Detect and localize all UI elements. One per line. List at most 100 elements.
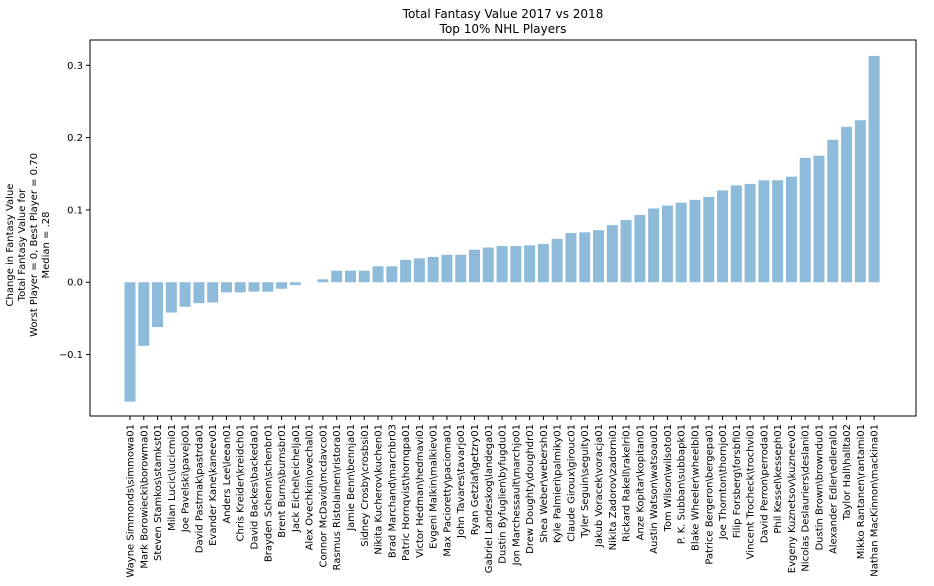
- x-tick-label: Alexander Edler\edleral01: [828, 424, 839, 554]
- x-tick-label: Brayden Schenn\schenbr01: [263, 424, 274, 562]
- y-axis-label-line-1: Change in Fantasy Value: [5, 184, 16, 307]
- y-tick-label: 0.2: [67, 133, 83, 144]
- x-tick-label: Evgeny Kuznetsov\kuzneev01: [787, 424, 798, 573]
- bar: [372, 266, 384, 283]
- x-tick-label: Steven Stamkos\stamkst01: [153, 424, 164, 561]
- bar: [730, 185, 742, 283]
- y-axis-label-line-2: Total Fantasy Value for: [17, 188, 28, 302]
- x-tick-label: Joe Thornton\thornjo01: [718, 424, 729, 540]
- y-axis-label-line-3: Worst Player = 0, Best Player = 0.70: [29, 153, 40, 337]
- chart-title: Total Fantasy Value 2017 vs 2018: [402, 7, 604, 21]
- x-tick-label: Anze Kopitar\kopitan01: [635, 424, 646, 540]
- bar: [524, 245, 536, 283]
- x-tick-label: Shea Weber\webersh01: [539, 424, 550, 543]
- bar: [744, 183, 756, 283]
- x-tick-label: Taylor Hall\hallta02: [842, 424, 853, 521]
- bar: [841, 126, 853, 283]
- bar: [703, 196, 715, 283]
- bar: [455, 254, 467, 283]
- x-tick-label: David Pastrnak\pastrda01: [194, 424, 205, 553]
- bar: [854, 120, 866, 283]
- bar: [675, 202, 687, 283]
- x-tick-label: Blake Wheeler\wheelbl01: [690, 424, 701, 551]
- x-tick-label: Patrice Bergeron\bergepa01: [704, 424, 715, 565]
- bar: [344, 270, 356, 283]
- bar: [717, 190, 729, 283]
- bar: [193, 282, 205, 304]
- x-tick-label: Vincent Trocheck\trochvi01: [746, 424, 757, 559]
- x-tick-label: Filip Forsberg\forsbfi01: [732, 424, 743, 538]
- x-tick-label: Nikita Zadorov\zadorni01: [608, 424, 619, 550]
- y-ticks: −0.1 0.0 0.1 0.2 0.3: [59, 61, 90, 361]
- bar: [469, 249, 480, 283]
- y-axis-label: Change in Fantasy Value Total Fantasy Va…: [5, 153, 52, 337]
- x-tick-label: Brad Marchand\marchbr03: [387, 424, 398, 558]
- bar: [648, 208, 660, 283]
- y-tick-label: 0.0: [67, 278, 83, 289]
- bar: [427, 256, 439, 283]
- x-ticks: Wayne Simmonds\simmowa01 Mark Borowiecki\…: [126, 416, 881, 578]
- y-axis-label-line-4: Median = .28: [41, 211, 52, 278]
- x-tick-label: Evander Kane\kaneev01: [208, 424, 219, 546]
- bar: [661, 205, 673, 283]
- bar: [276, 282, 288, 289]
- x-tick-label: Tyler Seguin\seguity01: [580, 424, 591, 539]
- plot-frame: [89, 39, 917, 417]
- bar: [248, 282, 260, 292]
- bar: [138, 282, 150, 346]
- x-tick-label: John Tavares\tavarjo01: [456, 424, 467, 539]
- x-tick-label: Patric Hornqvist\hornqpa01: [401, 424, 412, 561]
- bar: [289, 282, 301, 286]
- y-tick-label: 0.3: [67, 61, 83, 72]
- bar: [565, 233, 577, 283]
- x-tick-label: Phil Kessel\kesseph01: [773, 424, 784, 534]
- x-tick-label: Dustin Brown\browndu01: [815, 424, 826, 551]
- x-tick-label: Kyle Palmieri\palmiky01: [553, 424, 564, 543]
- bar: [124, 282, 136, 402]
- x-tick-label: Tom Wilson\wilsoto01: [663, 424, 674, 533]
- x-tick-label: Nathan MacKinnon\mackina01: [870, 424, 881, 577]
- bar: [799, 157, 811, 283]
- x-tick-label: Rickard Rakell\rakelri01: [622, 424, 633, 542]
- x-tick-label: Claude Giroux\girouc01: [566, 424, 577, 542]
- x-tick-label: P. K. Subban\subbapk01: [677, 424, 688, 544]
- x-tick-label: David Backes\backeda01: [250, 424, 261, 549]
- bar: [606, 225, 618, 283]
- y-tick-label: −0.1: [59, 350, 83, 361]
- bar: [510, 246, 522, 283]
- x-tick-label: Victor Hedman\hedmavi01: [415, 424, 426, 558]
- x-tick-label: Jamie Benn\bennja01: [346, 424, 357, 532]
- bar: [537, 243, 549, 283]
- bars: [124, 55, 880, 402]
- x-tick-label: Jakub Voracek\voracja01: [594, 424, 605, 548]
- bar: [579, 232, 591, 283]
- bar: [413, 258, 425, 283]
- x-tick-label: Connor McDavid\mcdavco01: [318, 424, 329, 568]
- x-tick-label: Gabriel Landeskog\landega01: [484, 424, 495, 573]
- bar: [400, 259, 412, 283]
- bar: [331, 270, 343, 283]
- x-tick-label: Ryan Getzlaf\getzry01: [470, 424, 481, 535]
- x-tick-label: Mikko Rantanen\rantami01: [856, 424, 867, 559]
- bar: [620, 220, 632, 283]
- x-tick-label: Milan Lucic\lucicmi01: [167, 424, 178, 531]
- bar: [827, 139, 839, 283]
- chart-subtitle: Top 10% NHL Players: [439, 22, 567, 36]
- x-tick-label: Evgeni Malkin\malkiev01: [429, 424, 440, 549]
- bar: [179, 282, 191, 307]
- x-tick-label: David Perron\perroda01: [759, 424, 770, 543]
- bar: [593, 230, 605, 283]
- bar: [758, 180, 770, 283]
- x-tick-label: Mark Borowiecki\borowma01: [139, 424, 150, 569]
- bar: [441, 254, 453, 283]
- x-tick-label: Austin Watson\watsoau01: [649, 424, 660, 554]
- bar: [207, 282, 219, 303]
- x-tick-label: Brent Burns\burnsbr01: [277, 424, 288, 538]
- bar: [551, 238, 563, 283]
- x-tick-label: Drew Doughty\doughdr01: [525, 424, 536, 554]
- bar: [689, 199, 701, 283]
- x-tick-label: Chris Kreider\kreidch01: [236, 424, 247, 541]
- x-tick-label: Wayne Simmonds\simmowa01: [126, 424, 137, 578]
- x-tick-label: Joe Pavelski\pavejo01: [181, 424, 192, 533]
